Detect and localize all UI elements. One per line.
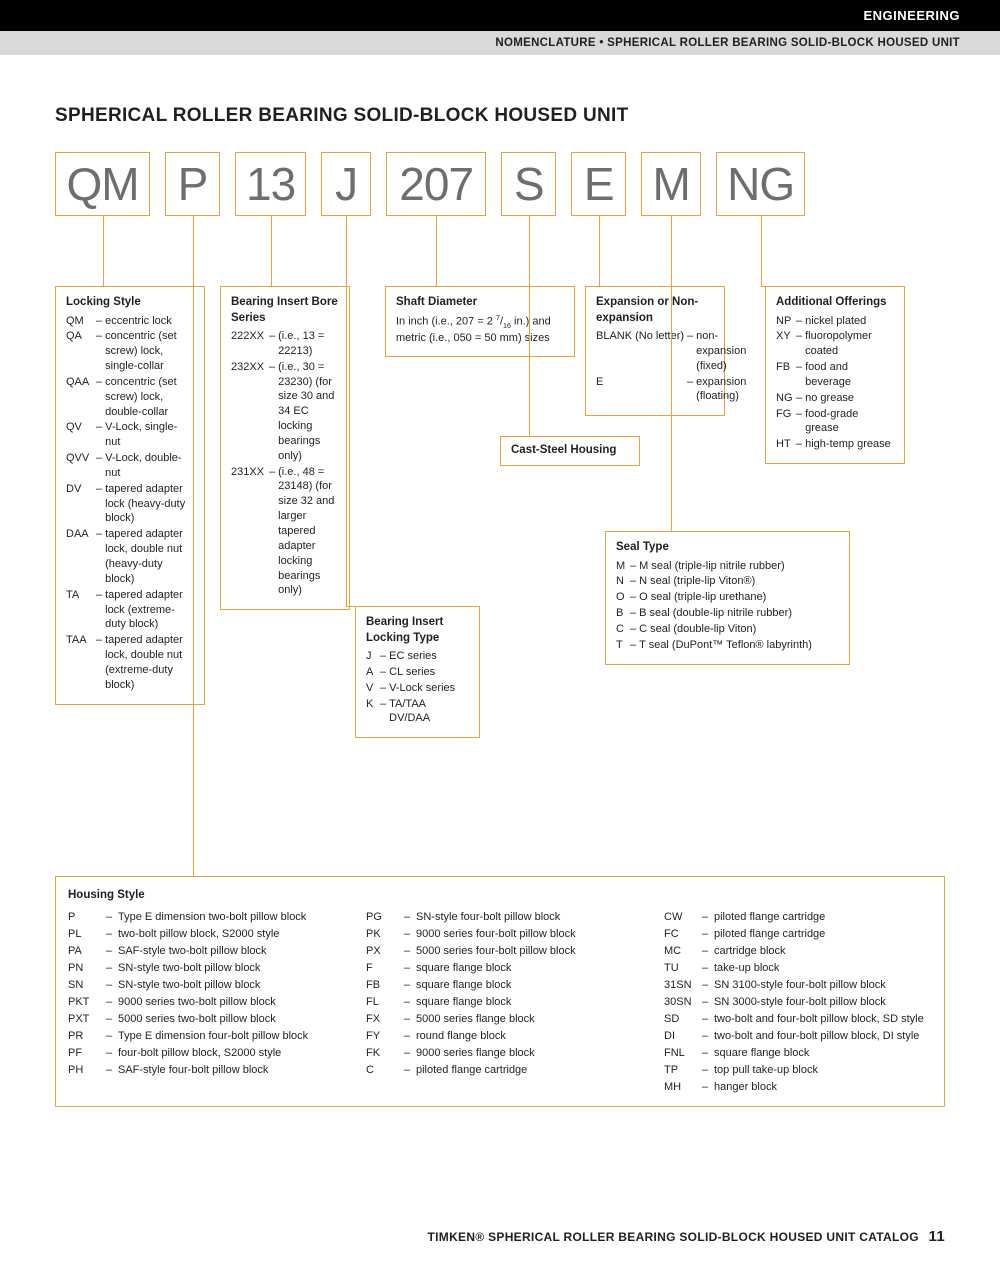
- box-locking-type: Bearing Insert Locking Type J–EC seriesA…: [355, 606, 480, 738]
- code-box-8: NG: [716, 152, 805, 216]
- shaft-diameter-text: In inch (i.e., 207 = 2 7/16 in.) and met…: [396, 314, 564, 346]
- box-locking-style: Locking Style QM–eccentric lockQA–concen…: [55, 286, 205, 705]
- code-box-2: 13: [235, 152, 306, 216]
- footer-text: TIMKEN® SPHERICAL ROLLER BEARING SOLID-B…: [428, 1230, 919, 1244]
- code-box-3: J: [321, 152, 371, 216]
- code-box-4: 207: [386, 152, 486, 216]
- box-expansion: Expansion or Non-expansion BLANK (No let…: [585, 286, 725, 416]
- seal-type-title: Seal Type: [616, 540, 839, 556]
- footer: TIMKEN® SPHERICAL ROLLER BEARING SOLID-B…: [428, 1228, 945, 1245]
- code-box-7: M: [641, 152, 701, 216]
- locking-style-title: Locking Style: [66, 295, 194, 311]
- box-seal-type: Seal Type M–M seal (triple-lip nitrile r…: [605, 531, 850, 665]
- page-title: SPHERICAL ROLLER BEARING SOLID-BLOCK HOU…: [55, 105, 945, 127]
- bore-series-title: Bearing Insert Bore Series: [231, 295, 339, 326]
- housing-style-title: Housing Style: [68, 887, 932, 905]
- code-box-1: P: [165, 152, 220, 216]
- box-shaft-diameter: Shaft Diameter In inch (i.e., 207 = 2 7/…: [385, 286, 575, 357]
- box-bore-series: Bearing Insert Bore Series 222XX–(i.e., …: [220, 286, 350, 610]
- page-number: 11: [929, 1228, 945, 1245]
- header-subcategory: NOMENCLATURE • SPHERICAL ROLLER BEARING …: [0, 31, 1000, 55]
- locking-type-title: Bearing Insert Locking Type: [366, 615, 469, 646]
- description-area: Locking Style QM–eccentric lockQA–concen…: [55, 286, 945, 866]
- code-row: QMP13J207SEMNG: [55, 152, 945, 216]
- box-cast-steel: Cast-Steel Housing: [500, 436, 640, 466]
- code-box-5: S: [501, 152, 556, 216]
- code-box-0: QM: [55, 152, 150, 216]
- additional-title: Additional Offerings: [776, 295, 894, 311]
- cast-steel-title: Cast-Steel Housing: [511, 443, 629, 459]
- expansion-title: Expansion or Non-expansion: [596, 295, 714, 326]
- box-additional: Additional Offerings NP–nickel platedXY–…: [765, 286, 905, 464]
- header-category: ENGINEERING: [0, 0, 1000, 31]
- code-box-6: E: [571, 152, 626, 216]
- shaft-diameter-title: Shaft Diameter: [396, 295, 564, 311]
- box-housing-style: Housing Style P–Type E dimension two-bol…: [55, 876, 945, 1107]
